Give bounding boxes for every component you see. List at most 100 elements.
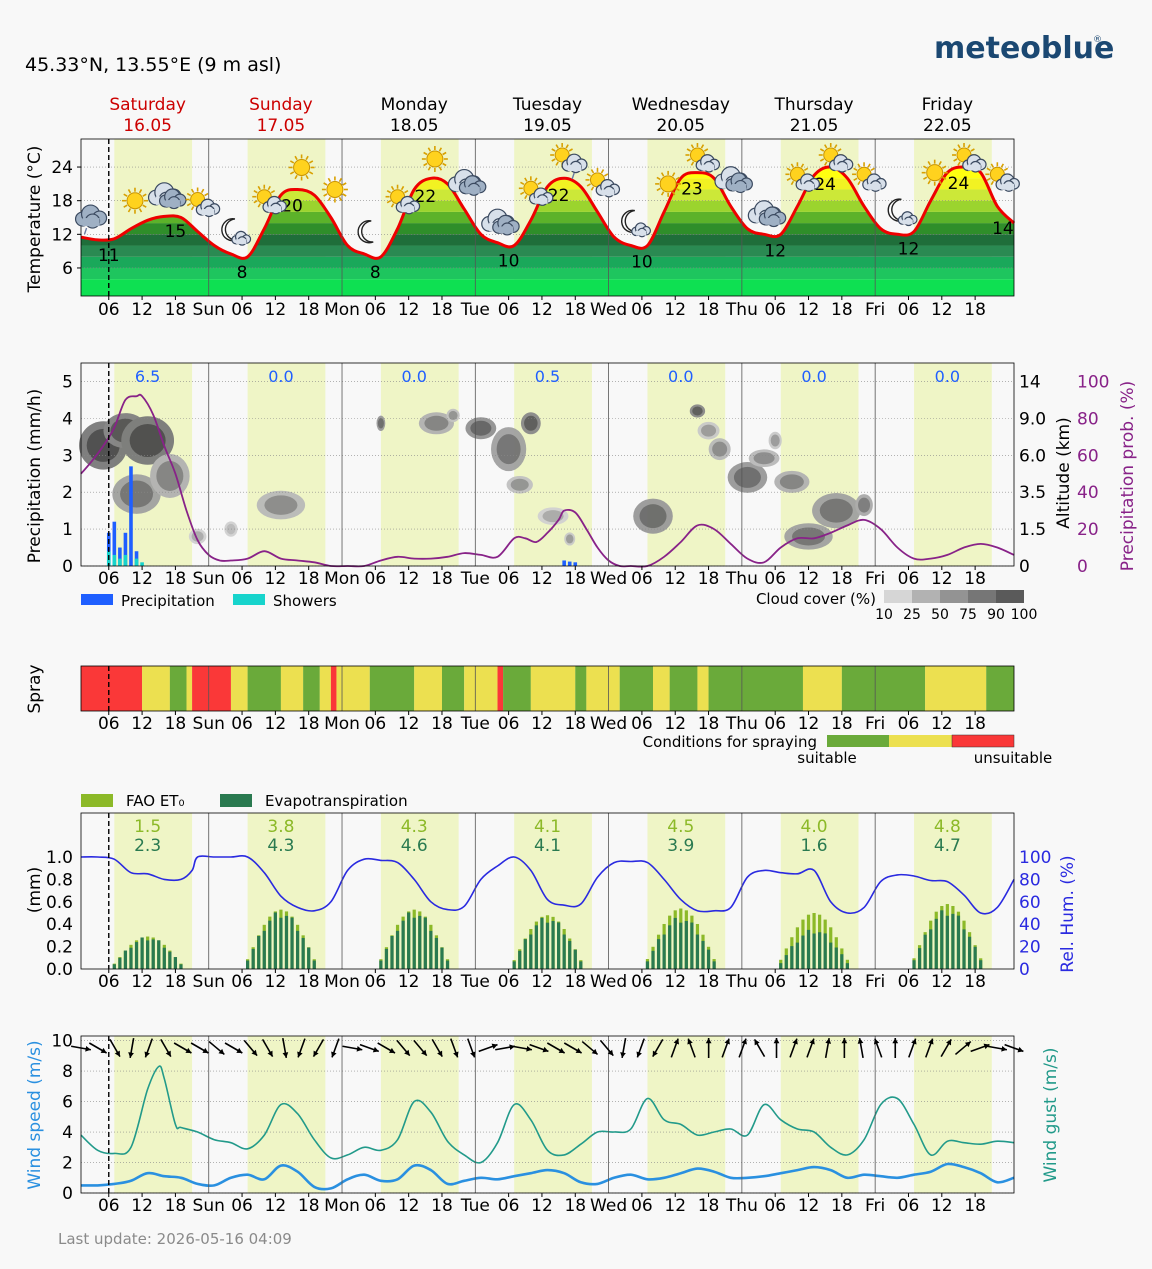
precip-prob-axis-title: Precipitation prob. (%) (1118, 381, 1138, 572)
cloud-icon (758, 206, 787, 228)
sun-icon (655, 170, 682, 197)
spray-segment (336, 666, 370, 711)
sun-ray (786, 167, 791, 171)
x-tick-label: 06 (231, 1196, 253, 1216)
evapo-bar (379, 960, 383, 969)
x-tick-label: 06 (365, 972, 387, 992)
temperature-band (81, 200, 1014, 212)
evapo-bar (956, 915, 961, 969)
x-day-label: Wed (590, 300, 627, 320)
cloud-icon (262, 195, 287, 215)
x-tick-label: 06 (631, 569, 653, 589)
spray-segment (653, 666, 670, 711)
wind-arrow-head (185, 1047, 192, 1053)
sun-ray (327, 177, 332, 183)
wind-arrow-head (687, 1038, 693, 1045)
sun-disc (293, 158, 311, 176)
cloud-icon (147, 182, 187, 210)
cloud-patch-inner (753, 452, 775, 465)
x-day-label: Thu (725, 1196, 758, 1216)
evapo-bar (829, 942, 833, 969)
plot-frame (80, 665, 1015, 712)
wind-arrow-head (946, 1039, 952, 1046)
evapo-bar (840, 954, 844, 969)
cloud-icon (795, 173, 821, 192)
sun-icon (921, 159, 948, 186)
sun-ray (686, 158, 691, 162)
day-name: Thursday (774, 95, 854, 115)
y-tick-label: 1 (62, 520, 73, 540)
x-day-label: Thu (725, 569, 758, 589)
sun-icon (421, 146, 448, 172)
temperature-label: 22 (415, 187, 437, 207)
wind-speed-axis-title: Wind speed (m/s) (25, 1040, 45, 1189)
altitude-tick-label: 9.0 (1019, 409, 1046, 429)
wind-arrow (190, 1042, 209, 1054)
daylight-band (514, 363, 592, 566)
wind-speed-line (80, 1162, 1015, 1191)
y-tick-label: 0.2 (46, 938, 73, 958)
cloud-patch-inner (377, 418, 384, 429)
x-day-label: Sun (193, 569, 225, 589)
sun-ray (138, 189, 143, 194)
meteoblue-logo[interactable]: meteoblue ® (934, 31, 1114, 66)
sun-ray (537, 181, 542, 185)
sun-ray (427, 147, 432, 152)
x-day-label: Fri (865, 1196, 885, 1216)
wind-arrow (892, 1038, 899, 1058)
x-day-label: Wed (590, 569, 627, 589)
sun-ray (938, 180, 942, 185)
precipitation-panel: Precipitation (mm/h) Altitude (km) Preci… (25, 362, 1138, 623)
sun-ray (656, 187, 661, 192)
header: 45.33°N, 13.55°E (9 m asl) meteoblue ® (25, 31, 1114, 76)
x-tick-label: 06 (98, 569, 120, 589)
evapo-bar (301, 937, 305, 969)
day-date: 16.05 (123, 116, 172, 136)
sun-ray (404, 190, 409, 194)
evapo-bar (273, 912, 277, 969)
evapo-bar (712, 961, 716, 969)
x-tick-label: 18 (431, 300, 453, 320)
x-tick-label: 12 (664, 714, 686, 734)
evapo-bar (568, 940, 572, 969)
shower-bar (134, 558, 139, 566)
evapo-bar (929, 929, 933, 969)
evapo-bar (801, 935, 805, 969)
daylight-band (114, 1036, 193, 1193)
sun-ray (586, 173, 591, 177)
spray-legend-title: Conditions for spraying (643, 733, 817, 751)
rh-tick-label: 100 (1019, 848, 1051, 868)
x-tick-label: 18 (964, 714, 986, 734)
spray-segment (802, 666, 842, 711)
sun-ray (294, 174, 298, 180)
cloud-legend-tick: 25 (903, 607, 921, 623)
evapo-bar (440, 947, 444, 969)
altitude-tick-label: 1.5 (1019, 520, 1046, 540)
sun-ray (305, 174, 309, 180)
x-tick-label: 12 (265, 972, 287, 992)
daily-precip-total: 0.5 (535, 367, 560, 386)
day-name: Saturday (109, 95, 186, 115)
y-tick-label: 4 (62, 1123, 73, 1143)
temperature-label: 10 (498, 252, 520, 272)
sun-ray (289, 160, 295, 164)
sun-ray (819, 148, 825, 152)
x-tick-label: 12 (131, 300, 153, 320)
wind-arrow (1004, 1043, 1024, 1053)
evapo-bar (434, 937, 439, 969)
sun-ray (604, 173, 609, 177)
temperature-band (81, 223, 1014, 235)
evapo-bar (534, 925, 538, 969)
spray-segment (330, 666, 337, 711)
cloud-icon (995, 173, 1020, 192)
wind-arrow (753, 1038, 766, 1058)
cloud-icon (158, 188, 187, 210)
x-tick-label: 18 (165, 300, 187, 320)
wind-arrow (173, 1042, 192, 1054)
plot-frame (80, 812, 1015, 970)
wind-arrow (687, 1038, 696, 1058)
wind-arrow (282, 1038, 289, 1058)
y-tick-label: 1.0 (46, 848, 73, 868)
rain-drop (83, 227, 88, 235)
evapo-legend-swatch (220, 794, 252, 807)
